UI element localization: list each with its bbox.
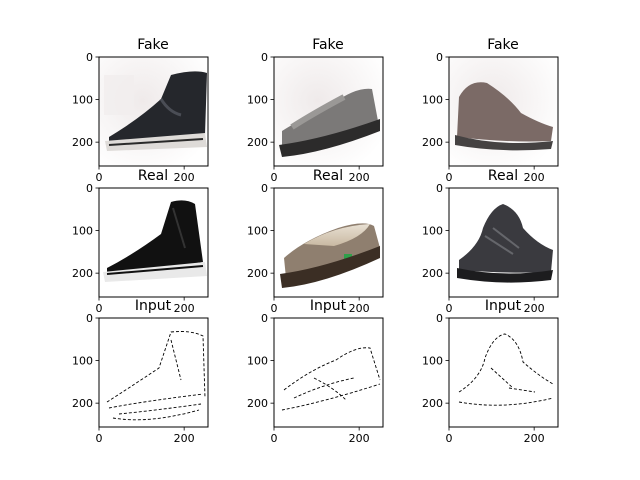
y-tick-label: 100	[247, 355, 268, 368]
y-tick-label: 0	[436, 51, 443, 64]
x-tick-label: 200	[174, 171, 195, 184]
panel-title-fake-2: Fake	[312, 37, 344, 53]
black-canvas-high-top-sneaker-image	[103, 200, 207, 282]
y-tick-label: 0	[86, 51, 93, 64]
x-tick-label: 200	[524, 171, 545, 184]
y-tick-label: 200	[422, 136, 443, 149]
panel-real-3	[449, 188, 558, 297]
y-tick-label: 100	[72, 225, 93, 238]
axes-real-3: 0 200 0 100 200	[422, 182, 559, 315]
axes-frame-fake-2	[273, 56, 384, 167]
y-tick-label: 100	[72, 94, 93, 107]
panel-input-2	[274, 318, 383, 427]
axes-frame-input-2	[273, 317, 384, 428]
y-tick-label: 0	[436, 312, 443, 325]
y-tick-label: 0	[86, 312, 93, 325]
panel-image-input-3	[449, 318, 558, 427]
axes-frame-input-3	[448, 317, 559, 428]
black-basketball-sneaker-image	[457, 204, 553, 283]
axes-input-2: 0 200 0 100 200	[247, 312, 384, 445]
x-tick-label: 0	[446, 302, 453, 315]
axes-real-2: 0 200 0 100 200	[247, 182, 384, 315]
y-tick-label: 200	[72, 267, 93, 280]
x-tick-label: 200	[349, 302, 370, 315]
x-tick-label: 0	[96, 171, 103, 184]
axes-frame-input-1	[98, 317, 209, 428]
x-tick-label: 0	[96, 302, 103, 315]
x-tick-label: 0	[446, 171, 453, 184]
x-tick-label: 0	[96, 432, 103, 445]
axes-fake-2: 0 200 0 100 200	[247, 51, 384, 184]
x-tick-label: 200	[174, 302, 195, 315]
x-tick-label: 0	[271, 171, 278, 184]
y-tick-label: 200	[247, 136, 268, 149]
y-tick-label: 200	[247, 397, 268, 410]
y-tick-label: 0	[436, 182, 443, 195]
axes-frame-fake-1	[98, 56, 209, 167]
y-tick-label: 200	[422, 267, 443, 280]
grey-high-top-shoe-image	[455, 82, 553, 151]
y-tick-label: 0	[261, 51, 268, 64]
y-tick-label: 200	[247, 267, 268, 280]
panel-title-input-3: Input	[485, 298, 522, 314]
y-tick-label: 100	[422, 355, 443, 368]
brown-fleece-lined-loafer-image	[280, 223, 380, 288]
panel-title-fake-3: Fake	[487, 37, 519, 53]
panel-title-real-1: Real	[138, 168, 168, 184]
panel-real-1	[99, 188, 208, 297]
panel-title-input-2: Input	[310, 298, 347, 314]
axes-real-1: 0 200 0 100 200	[72, 182, 209, 315]
panel-title-fake-1: Fake	[137, 37, 169, 53]
panel-fake-3	[449, 57, 558, 166]
y-tick-label: 200	[72, 397, 93, 410]
y-tick-label: 100	[247, 225, 268, 238]
x-tick-label: 200	[349, 171, 370, 184]
panel-real-2	[274, 188, 383, 297]
y-tick-label: 100	[72, 355, 93, 368]
panel-title-real-3: Real	[488, 168, 518, 184]
x-tick-label: 0	[271, 432, 278, 445]
y-tick-label: 100	[247, 94, 268, 107]
grey-slip-on-loafer-image	[279, 88, 380, 157]
axes-frame-real-3	[448, 187, 559, 298]
y-tick-label: 100	[422, 94, 443, 107]
panel-input-1	[99, 318, 208, 427]
axes-frame-real-2	[273, 187, 384, 298]
x-tick-label: 0	[446, 432, 453, 445]
axes-input-3: 0 200 0 100 200	[422, 312, 559, 445]
axes-frame-fake-3	[448, 56, 559, 167]
y-tick-label: 0	[261, 182, 268, 195]
edge-sketch-sneaker-image	[458, 333, 554, 406]
y-tick-label: 200	[72, 136, 93, 149]
y-tick-label: 0	[86, 182, 93, 195]
x-tick-label: 200	[524, 302, 545, 315]
panel-input-3	[449, 318, 558, 427]
panel-fake-2	[274, 57, 383, 166]
panel-image-input-1	[99, 318, 208, 427]
axes-frame-real-1	[98, 187, 209, 298]
y-tick-label: 0	[261, 312, 268, 325]
axes-fake-3: 0 200 0 100 200	[422, 51, 559, 184]
axes-fake-1: 0 200 0 100 200	[72, 51, 209, 184]
panel-fake-1	[99, 57, 208, 166]
panel-title-input-1: Input	[135, 298, 172, 314]
edge-sketch-loafer-image	[281, 347, 381, 411]
black-high-top-sneaker-image	[104, 71, 207, 151]
x-tick-label: 200	[349, 432, 370, 445]
y-tick-label: 200	[422, 397, 443, 410]
axes-input-1: 0 200 0 100 200	[72, 312, 209, 445]
x-tick-label: 0	[271, 302, 278, 315]
edge-sketch-high-top-image	[106, 331, 206, 421]
axes-layer: 0 200 0 100 200 0 200 0 100 200 0 200 0 100 200 0 200 0 10…	[72, 51, 559, 445]
x-tick-label: 200	[174, 432, 195, 445]
panel-image-input-2	[274, 318, 383, 427]
x-tick-label: 200	[524, 432, 545, 445]
y-tick-label: 100	[422, 225, 443, 238]
panel-title-real-2: Real	[313, 168, 343, 184]
